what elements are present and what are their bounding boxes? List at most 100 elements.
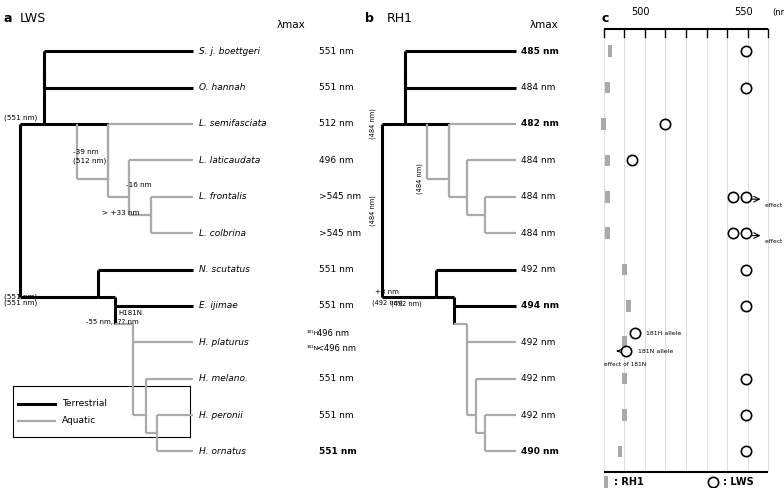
Text: 490 nm: 490 nm	[521, 447, 559, 456]
Text: 492 nm: 492 nm	[521, 374, 555, 383]
Text: 550: 550	[735, 7, 753, 17]
Text: 551 nm: 551 nm	[319, 447, 357, 456]
Text: (512 nm): (512 nm)	[73, 157, 106, 164]
Text: 551 nm: 551 nm	[319, 374, 354, 383]
Text: : LWS: : LWS	[723, 477, 753, 487]
Text: L. laticaudata: L. laticaudata	[198, 156, 260, 165]
Text: -16 nm: -16 nm	[125, 182, 151, 188]
Text: S. j. boettgeri: S. j. boettgeri	[198, 47, 260, 56]
Point	[739, 447, 752, 455]
Text: 181N allele: 181N allele	[638, 348, 673, 353]
Text: 496 nm: 496 nm	[319, 156, 354, 165]
Text: L. semifasciata: L. semifasciata	[198, 120, 267, 128]
Text: 484 nm: 484 nm	[521, 156, 555, 165]
Text: H. platurus: H. platurus	[198, 338, 249, 347]
Text: 496 nm: 496 nm	[318, 329, 349, 339]
Text: ¹⁸¹N: ¹⁸¹N	[307, 346, 318, 351]
Text: 482 nm: 482 nm	[521, 120, 559, 128]
Bar	[622, 264, 626, 275]
Bar	[622, 336, 626, 348]
Text: (484 nm): (484 nm)	[369, 195, 376, 226]
Text: c: c	[602, 12, 609, 25]
Text: N. scutatus: N. scutatus	[198, 265, 249, 274]
Bar	[622, 409, 626, 421]
Bar	[622, 373, 626, 385]
Text: λmax: λmax	[277, 20, 306, 29]
Text: (492 nm): (492 nm)	[372, 300, 403, 306]
Point	[620, 347, 633, 355]
Text: >545 nm: >545 nm	[319, 229, 361, 238]
Bar	[604, 476, 608, 488]
Text: (551 nm): (551 nm)	[4, 115, 37, 122]
Text: 551 nm: 551 nm	[319, 410, 354, 420]
Text: > +33 nm: > +33 nm	[102, 209, 140, 216]
Point	[739, 84, 752, 92]
Point	[628, 329, 641, 337]
Point	[706, 478, 719, 486]
Text: Aquatic: Aquatic	[62, 416, 96, 426]
Bar	[601, 118, 606, 130]
Text: 181H allele: 181H allele	[646, 331, 681, 336]
Text: 551 nm: 551 nm	[319, 47, 354, 56]
Text: H181N: H181N	[118, 310, 143, 316]
Text: b: b	[365, 12, 373, 25]
Text: 484 nm: 484 nm	[521, 229, 555, 238]
Text: (484 nm): (484 nm)	[369, 108, 376, 140]
Point	[739, 47, 752, 55]
Text: 551 nm: 551 nm	[319, 265, 354, 274]
Text: ¹⁸¹H: ¹⁸¹H	[307, 331, 318, 336]
Point	[739, 229, 752, 237]
Text: 492 nm: 492 nm	[521, 410, 555, 420]
Bar	[605, 191, 610, 203]
Text: RH1: RH1	[387, 12, 413, 25]
Text: 485 nm: 485 nm	[521, 47, 559, 56]
Point	[727, 229, 739, 237]
Text: -39 nm: -39 nm	[73, 149, 99, 155]
Text: L. colbrina: L. colbrina	[198, 229, 245, 238]
Point	[739, 302, 752, 310]
Text: O. hannah: O. hannah	[198, 83, 245, 92]
Text: effect of 181N: effect of 181N	[604, 362, 646, 366]
Bar	[608, 45, 612, 57]
Text: a: a	[4, 12, 12, 25]
Text: 551 nm: 551 nm	[319, 302, 354, 310]
Point	[727, 193, 739, 201]
Text: λmax: λmax	[530, 20, 559, 29]
Point	[739, 375, 752, 383]
Text: H. peronii: H. peronii	[198, 410, 242, 420]
Text: 551 nm: 551 nm	[319, 83, 354, 92]
Text: H. ornatus: H. ornatus	[198, 447, 245, 456]
Point	[659, 120, 672, 128]
Text: L. frontalis: L. frontalis	[198, 192, 246, 201]
Bar	[605, 227, 610, 239]
Text: 500: 500	[631, 7, 650, 17]
Bar	[626, 300, 630, 312]
Point	[739, 265, 752, 273]
Text: effect of 292P: effect of 292P	[765, 203, 784, 208]
Text: (492 nm): (492 nm)	[391, 301, 422, 307]
Text: -55 nm, -?? nm: -55 nm, -?? nm	[85, 319, 139, 325]
Text: 492 nm: 492 nm	[521, 338, 555, 347]
Text: 494 nm: 494 nm	[521, 302, 559, 310]
Text: <496 nm: <496 nm	[318, 344, 356, 353]
Text: +8 nm: +8 nm	[375, 289, 398, 295]
Bar	[605, 155, 610, 166]
Text: >545 nm: >545 nm	[319, 192, 361, 201]
Text: 484 nm: 484 nm	[521, 83, 555, 92]
Text: (nm): (nm)	[772, 8, 784, 17]
Text: E. ijimae: E. ijimae	[198, 302, 238, 310]
Text: H. melano.: H. melano.	[198, 374, 248, 383]
Text: LWS: LWS	[20, 12, 46, 25]
Point	[626, 157, 639, 164]
Point	[739, 193, 752, 201]
Text: (551 nm): (551 nm)	[4, 294, 37, 300]
Text: 484 nm: 484 nm	[521, 192, 555, 201]
Bar	[13, 386, 190, 437]
Text: : RH1: : RH1	[615, 477, 644, 487]
Bar	[618, 446, 622, 457]
Bar	[605, 82, 610, 94]
Text: Terrestrial: Terrestrial	[62, 399, 107, 408]
Text: 492 nm: 492 nm	[521, 265, 555, 274]
Text: 512 nm: 512 nm	[319, 120, 354, 128]
Text: (551 nm): (551 nm)	[4, 300, 37, 306]
